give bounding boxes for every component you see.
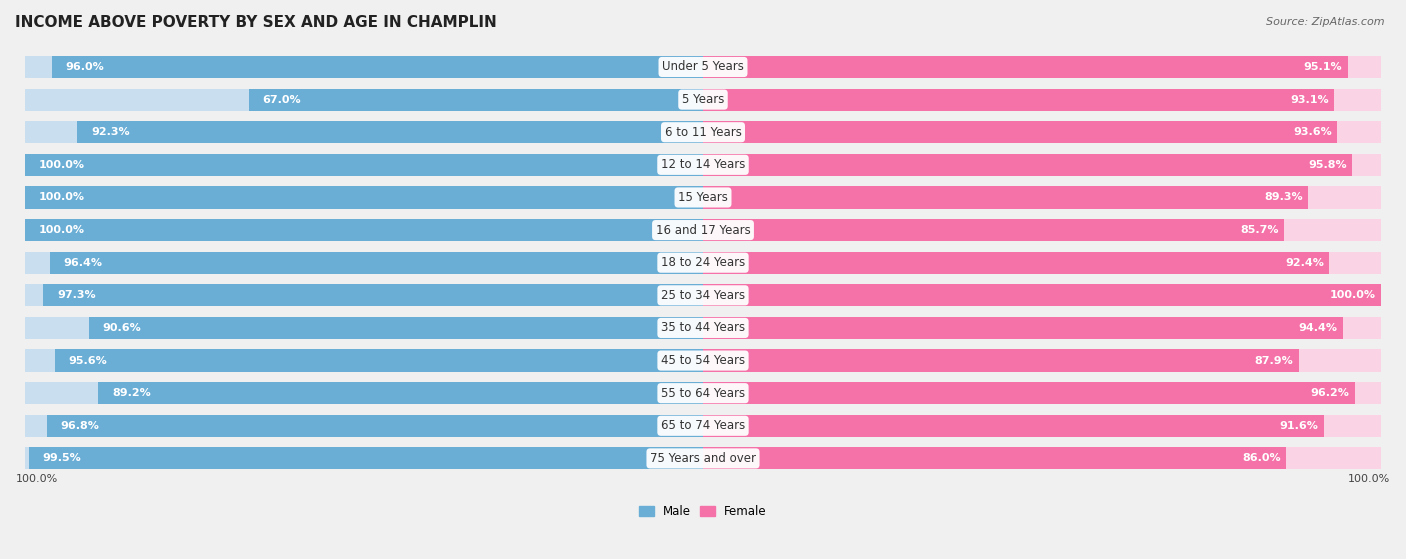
Bar [25,317,703,339]
Bar [249,88,703,111]
Bar [703,447,1286,470]
Bar [55,349,703,372]
Bar [703,349,1381,372]
Text: 95.6%: 95.6% [69,356,107,366]
Bar [703,219,1381,241]
Bar [44,284,703,306]
Bar [25,186,703,209]
Text: 96.2%: 96.2% [1310,388,1350,398]
Text: 93.6%: 93.6% [1294,127,1331,137]
Text: Source: ZipAtlas.com: Source: ZipAtlas.com [1267,17,1385,27]
Bar [77,121,703,143]
Text: 99.5%: 99.5% [42,453,82,463]
Bar [25,219,703,241]
Bar [703,154,1353,176]
Bar [703,447,1381,470]
Bar [703,56,1381,78]
Text: 100.0%: 100.0% [1348,474,1391,484]
Text: 15 Years: 15 Years [678,191,728,204]
Text: 67.0%: 67.0% [263,94,301,105]
Bar [98,382,703,404]
Text: 75 Years and over: 75 Years and over [650,452,756,465]
Bar [25,349,703,372]
Bar [703,88,1381,111]
Text: 16 and 17 Years: 16 and 17 Years [655,224,751,236]
Bar [703,186,1381,209]
Bar [703,154,1381,176]
Text: Under 5 Years: Under 5 Years [662,60,744,73]
Text: 6 to 11 Years: 6 to 11 Years [665,126,741,139]
Bar [25,56,703,78]
Bar [25,88,703,111]
Bar [703,121,1381,143]
Bar [703,317,1381,339]
Bar [28,447,703,470]
Text: INCOME ABOVE POVERTY BY SEX AND AGE IN CHAMPLIN: INCOME ABOVE POVERTY BY SEX AND AGE IN C… [15,15,496,30]
Text: 92.4%: 92.4% [1285,258,1324,268]
Bar [25,186,703,209]
Bar [703,382,1381,404]
Bar [703,349,1299,372]
Bar [25,447,703,470]
Bar [25,121,703,143]
Text: 5 Years: 5 Years [682,93,724,106]
Bar [703,284,1381,306]
Legend: Male, Female: Male, Female [634,500,772,523]
Text: 100.0%: 100.0% [39,192,84,202]
Text: 65 to 74 Years: 65 to 74 Years [661,419,745,432]
Text: 97.3%: 97.3% [58,290,96,300]
Text: 25 to 34 Years: 25 to 34 Years [661,289,745,302]
Bar [703,382,1355,404]
Text: 35 to 44 Years: 35 to 44 Years [661,321,745,334]
Text: 95.8%: 95.8% [1309,160,1347,170]
Bar [703,219,1284,241]
Bar [703,252,1329,274]
Bar [46,415,703,437]
Text: 92.3%: 92.3% [91,127,129,137]
Text: 18 to 24 Years: 18 to 24 Years [661,256,745,269]
Bar [703,317,1343,339]
Bar [703,88,1334,111]
Bar [703,415,1381,437]
Bar [703,284,1381,306]
Bar [49,252,703,274]
Bar [25,154,703,176]
Text: 96.0%: 96.0% [66,62,104,72]
Bar [703,186,1309,209]
Text: 94.4%: 94.4% [1299,323,1337,333]
Text: 89.3%: 89.3% [1264,192,1303,202]
Text: 93.1%: 93.1% [1291,94,1329,105]
Text: 86.0%: 86.0% [1241,453,1281,463]
Text: 91.6%: 91.6% [1279,421,1319,431]
Text: 100.0%: 100.0% [15,474,58,484]
Bar [25,415,703,437]
Text: 85.7%: 85.7% [1240,225,1278,235]
Text: 95.1%: 95.1% [1303,62,1343,72]
Text: 100.0%: 100.0% [39,225,84,235]
Bar [703,415,1324,437]
Bar [25,382,703,404]
Bar [25,252,703,274]
Bar [25,154,703,176]
Text: 100.0%: 100.0% [39,160,84,170]
Text: 96.4%: 96.4% [63,258,103,268]
Text: 89.2%: 89.2% [112,388,150,398]
Text: 87.9%: 87.9% [1254,356,1294,366]
Text: 96.8%: 96.8% [60,421,100,431]
Text: 12 to 14 Years: 12 to 14 Years [661,158,745,172]
Bar [703,56,1347,78]
Text: 90.6%: 90.6% [103,323,141,333]
Bar [89,317,703,339]
Bar [25,284,703,306]
Text: 45 to 54 Years: 45 to 54 Years [661,354,745,367]
Text: 55 to 64 Years: 55 to 64 Years [661,387,745,400]
Bar [703,252,1381,274]
Bar [52,56,703,78]
Bar [25,219,703,241]
Bar [703,121,1337,143]
Text: 100.0%: 100.0% [1330,290,1375,300]
